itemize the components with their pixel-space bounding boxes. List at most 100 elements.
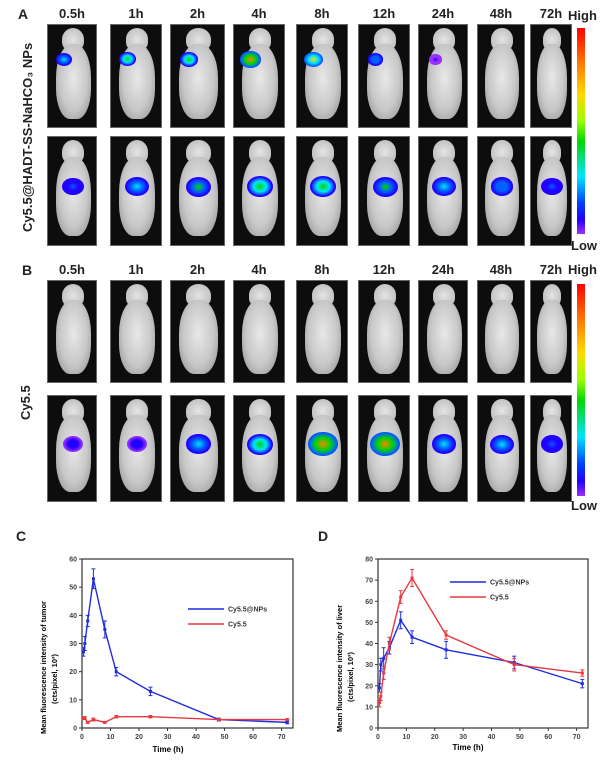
mouse-body — [55, 156, 91, 236]
y-tick-label: 30 — [365, 662, 373, 669]
liver-signal — [246, 433, 274, 455]
tumor-signal — [118, 52, 137, 67]
y-tick-label: 50 — [69, 585, 77, 592]
data-point — [91, 718, 95, 722]
data-point — [580, 682, 584, 686]
mouse-body — [426, 156, 462, 236]
colorbar-a-high-label: High — [568, 8, 597, 23]
colorbar-a-low-label: Low — [571, 238, 597, 253]
liver-signal — [431, 434, 457, 454]
data-point — [114, 715, 118, 719]
time-label-a: 1h — [128, 6, 144, 21]
data-point — [103, 627, 107, 631]
time-label-b: 0.5h — [58, 262, 85, 277]
data-point — [285, 718, 289, 722]
y-tick-label: 60 — [69, 557, 77, 564]
data-point — [83, 716, 87, 720]
liver-signal — [247, 176, 273, 197]
data-point — [114, 670, 118, 674]
data-point — [377, 686, 381, 690]
mouse-image-tumor-view — [233, 280, 285, 383]
data-point — [410, 635, 414, 639]
mouse-body — [485, 299, 519, 374]
mouse-body — [426, 299, 462, 374]
time-label-b: 12h — [372, 262, 396, 277]
mouse-image-liver-view — [477, 136, 525, 246]
liver-signal — [186, 176, 211, 197]
y-tick-label: 40 — [365, 641, 373, 648]
mouse-image-liver-view — [110, 395, 162, 502]
mouse-image-liver-view — [418, 136, 468, 246]
y-tick-label: 10 — [365, 704, 373, 711]
series-line — [82, 578, 288, 724]
chart-c-ylabel2: (cts/pixel, 10³) — [50, 653, 59, 704]
data-point — [399, 618, 403, 622]
time-label-a: 2h — [189, 6, 206, 21]
mouse-image-liver-view — [170, 395, 225, 502]
x-tick-label: 10 — [402, 734, 410, 741]
mouse-body — [485, 156, 519, 236]
x-tick-label: 10 — [107, 734, 115, 741]
liver-signal — [370, 432, 400, 457]
tumor-signal — [367, 53, 384, 66]
data-point — [512, 663, 516, 667]
data-point — [382, 671, 386, 675]
x-tick-label: 50 — [516, 734, 524, 741]
y-tick-label: 70 — [365, 578, 373, 585]
time-label-a: 8h — [314, 6, 330, 21]
x-tick-label: 60 — [544, 734, 552, 741]
y-tick-label: 30 — [69, 641, 77, 648]
data-point — [399, 595, 403, 599]
liver-signal — [126, 435, 148, 453]
mouse-image-liver-view — [296, 136, 348, 246]
time-label-b: 48h — [489, 262, 513, 277]
mouse-image-liver-view — [170, 136, 225, 246]
legend-label: Cy5.5@NPs — [490, 580, 529, 587]
mouse-image-tumor-view — [358, 24, 410, 128]
plot-frame — [81, 558, 294, 729]
liver-signal — [62, 435, 84, 453]
mouse-image-tumor-view — [530, 24, 572, 128]
liver-signal — [540, 435, 564, 454]
mouse-image-tumor-view — [170, 280, 225, 383]
mouse-image-liver-view — [530, 136, 572, 246]
colorbar-b-low-label: Low — [571, 498, 597, 513]
mouse-body — [118, 156, 156, 236]
y-tick-label: 0 — [73, 726, 77, 733]
liver-signal — [124, 176, 150, 197]
panel-b-row-label: Cy5.5 — [18, 385, 33, 420]
mouse-image-tumor-view — [47, 280, 97, 383]
time-label-b: 4h — [251, 262, 267, 277]
mouse-image-tumor-view — [296, 280, 348, 383]
x-tick-label: 40 — [488, 734, 496, 741]
colorbar-a — [577, 28, 585, 234]
liver-signal — [310, 176, 336, 197]
legend-label: Cy5.5 — [490, 595, 509, 602]
y-tick-label: 20 — [69, 669, 77, 676]
time-label-b: 8h — [314, 262, 330, 277]
legend-label: Cy5.5@NPs — [228, 607, 267, 614]
data-point — [91, 577, 95, 581]
mouse-image-tumor-view — [477, 280, 525, 383]
data-point — [217, 718, 221, 722]
mouse-image-tumor-view — [530, 280, 572, 383]
chart-d: Mean fluorescence intensity of liver (ct… — [335, 557, 589, 752]
legend-label: Cy5.5 — [228, 622, 247, 629]
mouse-image-liver-view — [477, 395, 525, 502]
tumor-signal — [428, 54, 442, 65]
mouse-body — [118, 299, 156, 374]
liver-signal — [432, 177, 456, 196]
x-tick-label: 40 — [192, 734, 200, 741]
time-label-b: 1h — [128, 262, 144, 277]
y-tick-label: 50 — [365, 620, 373, 627]
y-tick-label: 40 — [69, 613, 77, 620]
mouse-body — [304, 299, 342, 374]
y-tick-label: 80 — [365, 557, 373, 564]
data-point — [148, 715, 152, 719]
mouse-body — [241, 299, 279, 374]
time-label-b: 2h — [189, 262, 206, 277]
liver-signal — [61, 177, 85, 196]
mouse-image-liver-view — [296, 395, 348, 502]
mouse-body — [537, 299, 567, 374]
chart-d-ylabel: Mean fluorescence intensity of liver — [335, 605, 344, 732]
